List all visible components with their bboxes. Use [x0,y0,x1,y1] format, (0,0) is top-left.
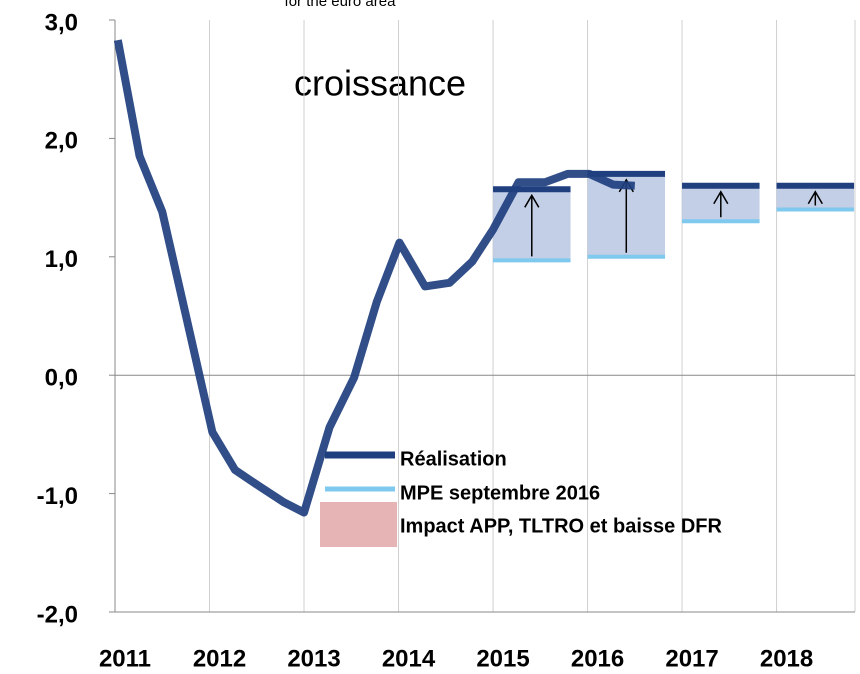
y-tick-label: 2,0 [45,128,78,155]
legend-label: Réalisation [400,448,507,470]
x-tick-label: 2016 [571,645,624,672]
y-tick-label: -1,0 [37,483,78,510]
y-tick-label: 1,0 [45,246,78,273]
y-tick-label: -2,0 [37,601,78,628]
arrow [524,193,540,257]
x-tick-label: 2018 [760,645,813,672]
annotation: croissance [294,63,466,104]
subtitle: for the euro area [285,0,397,10]
x-tick-label: 2013 [287,645,340,672]
x-tick-label: 2014 [382,645,436,672]
y-tick-label: 0,0 [45,365,78,392]
arrow [713,190,729,218]
x-tick-label: 2017 [665,645,718,672]
legend-label: Impact APP, TLTRO et baisse DFR [400,515,722,537]
legend-swatch [320,502,397,547]
legend-label: MPE septembre 2016 [400,482,600,504]
realisation-line [113,39,636,517]
x-tick-label: 2012 [193,645,246,672]
arrow [807,190,823,206]
y-tick-label: 3,0 [45,9,78,36]
x-tick-label: 2015 [476,645,529,672]
x-tick-label: 2011 [99,645,151,672]
